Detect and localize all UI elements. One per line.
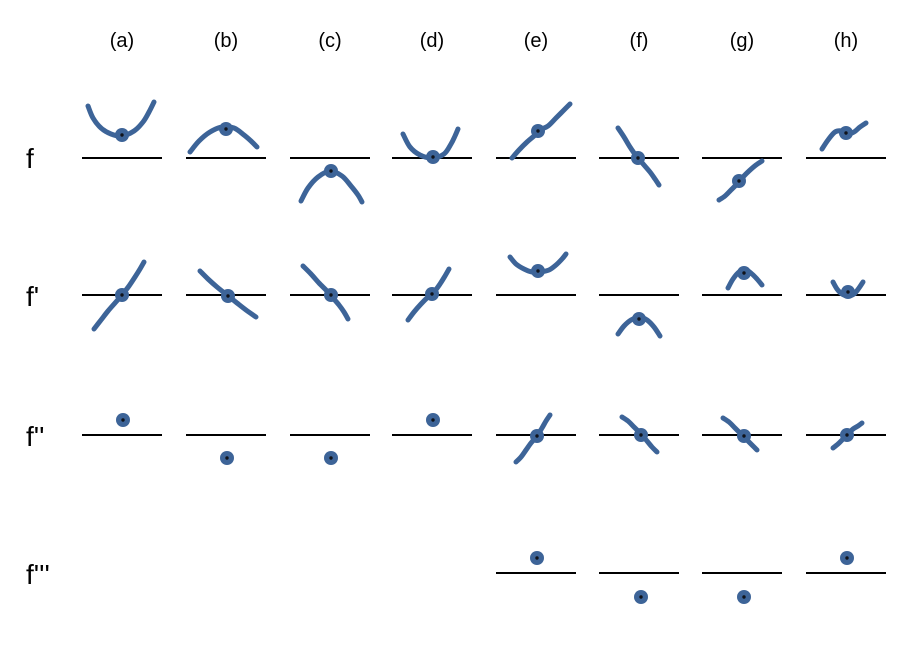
point-marker-center	[120, 133, 124, 137]
cell-f1-f	[599, 294, 679, 339]
point-marker-center	[637, 317, 641, 321]
point-marker-center	[329, 169, 333, 173]
cell-f2-g	[702, 415, 782, 453]
cell-f3-e	[496, 551, 576, 574]
cell-f-a	[82, 99, 162, 159]
cell-f-h	[806, 120, 886, 159]
cell-f3-f	[599, 572, 679, 604]
cell-f1-e	[496, 251, 576, 296]
cell-f-g	[702, 157, 782, 203]
cell-f2-f	[599, 414, 679, 455]
point-marker-center	[120, 293, 124, 297]
point-marker-center	[845, 556, 849, 560]
cell-f2-b	[186, 434, 266, 465]
column-header-e: (e)	[524, 30, 548, 52]
cell-f-b	[186, 122, 266, 159]
point-marker-center	[329, 293, 333, 297]
cell-f2-e	[496, 412, 576, 465]
cell-f3-h	[806, 551, 886, 574]
point-marker-center	[844, 131, 848, 135]
cell-f1-a	[82, 259, 162, 332]
point-marker-center	[225, 456, 229, 460]
row-label-f1: f'	[26, 281, 39, 312]
cell-f-d	[392, 126, 472, 164]
point-marker-center	[431, 155, 435, 159]
column-header-h: (h)	[834, 30, 858, 52]
cell-f1-d	[392, 266, 472, 323]
point-marker-center	[639, 433, 643, 437]
point-marker-center	[430, 292, 434, 296]
point-marker-center	[742, 595, 746, 599]
column-header-d: (d)	[420, 30, 444, 52]
column-header-a: (a)	[110, 30, 134, 52]
point-marker-center	[636, 156, 640, 160]
point-marker-center	[845, 433, 849, 437]
cell-f2-c	[290, 434, 370, 465]
column-header-c: (c)	[318, 30, 341, 52]
point-marker-center	[846, 290, 850, 294]
point-marker-center	[121, 418, 125, 422]
column-header-b: (b)	[214, 30, 238, 52]
row-label-f2: f''	[26, 421, 44, 452]
cell-f-e	[496, 101, 576, 161]
point-marker-center	[535, 434, 539, 438]
point-marker-center	[742, 271, 746, 275]
column-header-f: (f)	[630, 30, 649, 52]
cell-f1-h	[806, 279, 886, 299]
cell-f1-b	[186, 268, 266, 320]
point-marker-center	[329, 456, 333, 460]
point-marker-center	[224, 127, 228, 131]
point-marker-center	[737, 179, 741, 183]
point-marker-center	[431, 418, 435, 422]
point-marker-center	[742, 434, 746, 438]
row-label-f: f	[26, 143, 34, 174]
column-header-g: (g)	[730, 30, 754, 52]
cell-f3-g	[702, 572, 782, 604]
cell-f2-h	[806, 420, 886, 451]
cell-f-c	[290, 157, 370, 205]
cell-f1-c	[290, 263, 370, 322]
cell-f2-a	[82, 413, 162, 436]
point-marker-center	[639, 595, 643, 599]
point-marker-center	[535, 556, 539, 560]
point-marker-center	[536, 269, 540, 273]
cell-f1-g	[702, 266, 782, 296]
point-marker-center	[536, 129, 540, 133]
cell-f-f	[599, 125, 679, 188]
point-marker-center	[226, 294, 230, 298]
row-label-f3: f'''	[26, 559, 50, 590]
cell-f2-d	[392, 413, 472, 436]
